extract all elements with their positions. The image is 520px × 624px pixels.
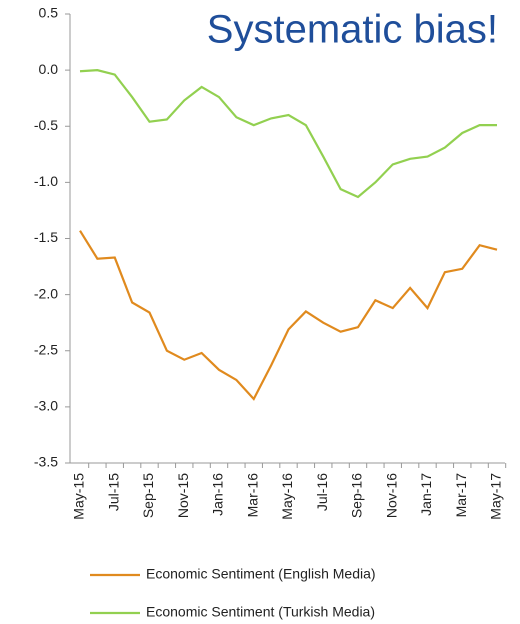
x-tick-label: Jan-16	[210, 473, 226, 516]
y-tick-label: -0.5	[34, 117, 58, 133]
x-tick-label: Jan-17	[418, 473, 434, 516]
chart-title: Systematic bias!	[207, 8, 498, 52]
x-tick-label: May-17	[488, 473, 504, 520]
x-tick-label: Sep-15	[140, 473, 156, 518]
y-tick-label: -1.0	[34, 173, 58, 189]
y-tick-label: -1.5	[34, 229, 58, 245]
y-tick-label: 0.0	[39, 61, 59, 77]
y-tick-label: -2.0	[34, 285, 58, 301]
y-tick-label: -3.5	[34, 454, 58, 470]
series-line	[79, 69, 497, 199]
x-tick-label: Sep-16	[349, 473, 365, 518]
y-tick-label: -3.0	[34, 398, 58, 414]
y-tick-label: -2.5	[34, 341, 58, 357]
x-tick-label: Mar-17	[453, 473, 469, 518]
series-line	[79, 230, 498, 401]
x-tick-label: Jul-15	[105, 473, 121, 511]
legend-label: Economic Sentiment (English Media)	[146, 566, 376, 582]
legend-label: Economic Sentiment (Turkish Media)	[146, 604, 375, 620]
y-tick-label: 0.5	[39, 5, 59, 21]
x-tick-label: Mar-16	[244, 473, 260, 518]
x-tick-label: May-16	[279, 473, 295, 520]
x-tick-label: May-15	[71, 473, 87, 520]
x-tick-label: Nov-16	[383, 473, 399, 518]
x-tick-label: Nov-15	[175, 473, 191, 518]
x-tick-label: Jul-16	[314, 473, 330, 511]
